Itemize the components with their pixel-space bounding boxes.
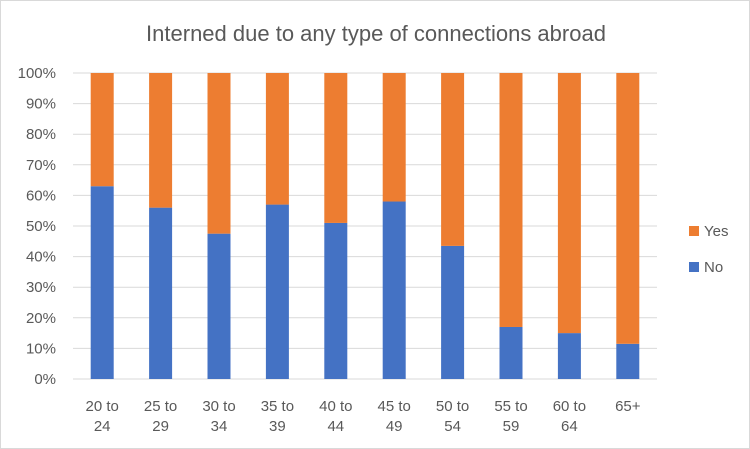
x-tick-label: 55 to 59: [494, 398, 527, 435]
x-tick-label: 50 to 54: [436, 398, 469, 435]
bar-segment-yes: [616, 73, 640, 344]
bar-segment-yes: [499, 73, 523, 327]
x-axis-tick-labels: 20 to 24 25 to 29 30 to 34 35 to 39 40 to 44 45 to…: [86, 398, 641, 435]
y-tick-label: 0%: [34, 371, 56, 388]
y-tick-label: 70%: [26, 157, 56, 174]
bar-segment-no: [441, 245, 465, 379]
y-tick-label: 40%: [26, 249, 56, 266]
y-tick-label: 90%: [26, 96, 56, 113]
bars: [90, 73, 640, 379]
legend-swatch-yes: [689, 226, 699, 236]
y-tick-label: 100%: [18, 65, 56, 82]
bar-segment-no: [382, 201, 406, 379]
y-tick-label: 30%: [26, 279, 56, 296]
x-tick-label: 30 to 34: [202, 398, 235, 435]
legend-label-yes: Yes: [704, 223, 728, 240]
x-tick-label: 40 to 44: [319, 398, 352, 435]
bar-segment-yes: [90, 73, 114, 187]
bar-segment-yes: [207, 73, 231, 234]
y-tick-label: 10%: [26, 340, 56, 357]
legend-label-no: No: [704, 259, 723, 276]
bar-segment-yes: [382, 73, 406, 202]
bar-segment-no: [149, 207, 173, 379]
bar-segment-yes: [441, 73, 465, 246]
x-tick-label: 65+: [615, 398, 641, 415]
legend-swatch-no: [689, 262, 699, 272]
y-axis-tick-labels: 0% 10% 20% 30% 40% 50% 60% 70% 80% 90% 100%: [18, 65, 56, 388]
bar-segment-yes: [324, 73, 348, 223]
x-tick-label: 35 to 39: [261, 398, 294, 435]
bar-segment-yes: [557, 73, 581, 334]
x-tick-label: 20 to 24: [86, 398, 119, 435]
y-tick-label: 60%: [26, 187, 56, 204]
x-tick-label: 45 to 49: [378, 398, 411, 435]
x-tick-label: 60 to 64: [553, 398, 586, 435]
legend: Yes No: [689, 223, 728, 276]
bar-segment-no: [324, 222, 348, 379]
bar-segment-no: [265, 204, 289, 379]
bar-segment-no: [557, 333, 581, 379]
bar-segment-no: [90, 186, 114, 379]
y-tick-label: 80%: [26, 126, 56, 143]
bar-segment-no: [499, 326, 523, 379]
y-tick-label: 50%: [26, 218, 56, 235]
x-tick-label: 25 to 29: [144, 398, 177, 435]
bar-segment-no: [207, 233, 231, 379]
chart-title: Interned due to any type of connections …: [146, 21, 606, 46]
bar-segment-no: [616, 343, 640, 379]
bar-segment-yes: [149, 73, 173, 208]
y-tick-label: 20%: [26, 310, 56, 327]
bar-segment-yes: [265, 73, 289, 205]
